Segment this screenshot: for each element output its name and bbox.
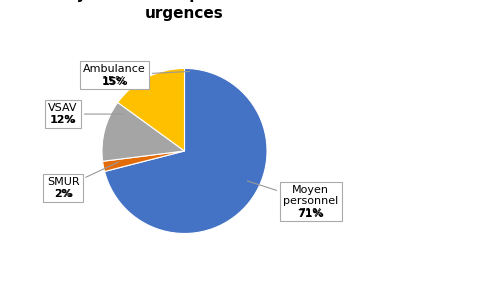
Wedge shape: [105, 68, 267, 234]
Title: Les moyens utilisés pour se rendre aux
urgences: Les moyens utilisés pour se rendre aux u…: [16, 0, 353, 22]
Text: VSAV
12%: VSAV 12%: [48, 103, 123, 125]
Wedge shape: [103, 151, 184, 171]
Text: 2%: 2%: [54, 189, 73, 199]
Text: 15%: 15%: [101, 77, 128, 86]
Wedge shape: [118, 68, 184, 151]
Text: Moyen
personnel
71%: Moyen personnel 71%: [247, 181, 338, 218]
Text: 71%: 71%: [297, 209, 324, 219]
Text: SMUR
2%: SMUR 2%: [47, 162, 119, 199]
Text: 12%: 12%: [50, 115, 76, 126]
Text: Ambulance
15%: Ambulance 15%: [83, 65, 189, 86]
Wedge shape: [102, 102, 184, 161]
Legend: Moyen personnel, SMUR, VSAV, Ambulance: Moyen personnel, SMUR, VSAV, Ambulance: [43, 292, 326, 296]
